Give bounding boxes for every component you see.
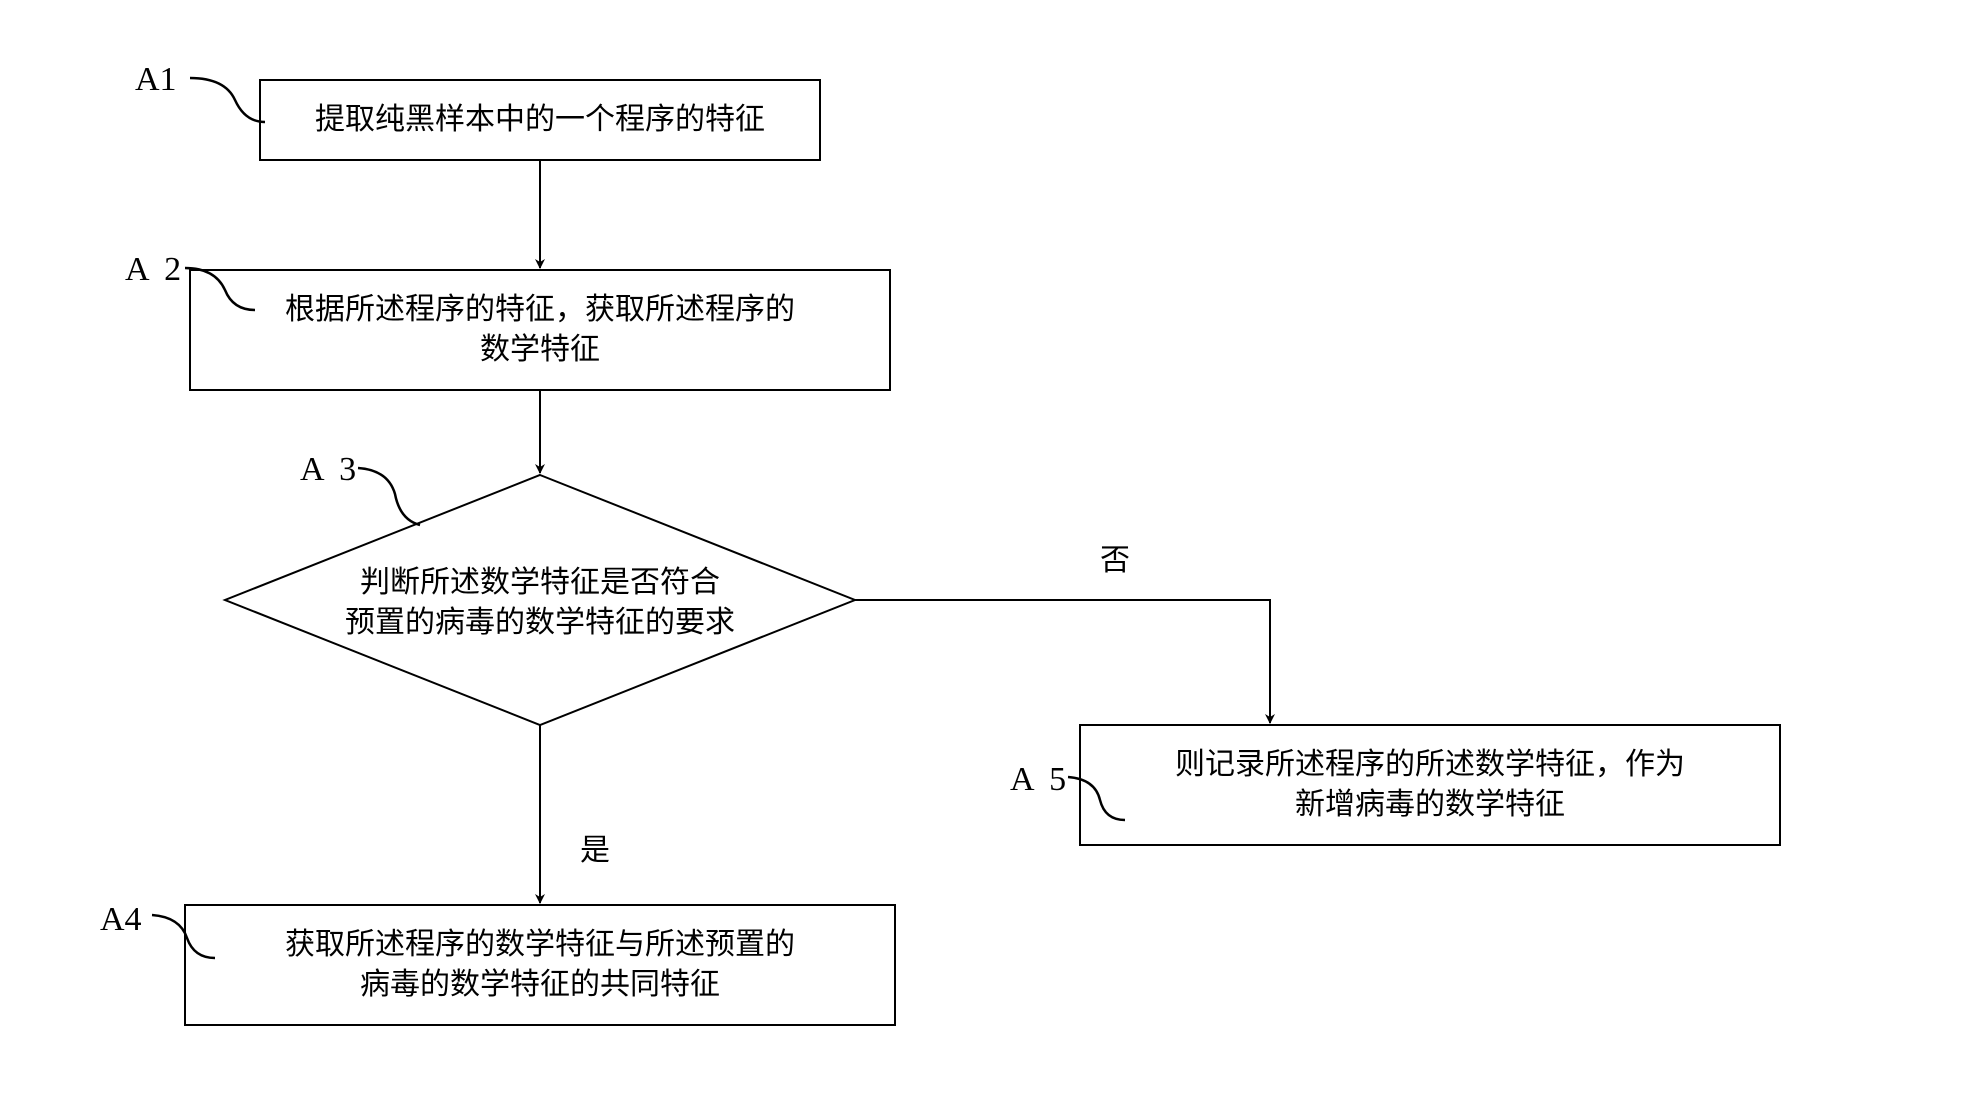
edge-a3-a5 [855, 600, 1270, 723]
node-a1-text: 提取纯黑样本中的一个程序的特征 [315, 103, 765, 136]
node-a3-text-1: 判断所述数学特征是否符合 [360, 566, 720, 599]
node-a3-text-2: 预置的病毒的数学特征的要求 [345, 606, 735, 639]
node-a3: 判断所述数学特征是否符合 预置的病毒的数学特征的要求 [225, 475, 855, 725]
node-a4: 获取所述程序的数学特征与所述预置的 病毒的数学特征的共同特征 [185, 905, 895, 1025]
node-a2-text-1: 根据所述程序的特征，获取所述程序的 [285, 293, 795, 326]
node-a5-text-2: 新增病毒的数学特征 [1295, 788, 1565, 821]
label-a5-text: A 5 [1010, 761, 1070, 798]
label-a1-curve [190, 78, 265, 122]
node-a2-text-2: 数学特征 [480, 333, 600, 366]
node-a2-box [190, 270, 890, 390]
branch-label-no: 否 [1100, 544, 1130, 577]
label-a3: A 3 [300, 451, 420, 525]
flowchart-svg: 提取纯黑样本中的一个程序的特征 A1 根据所述程序的特征，获取所述程序的 数学特… [0, 0, 1972, 1100]
node-a4-text-2: 病毒的数学特征的共同特征 [360, 968, 720, 1001]
node-a5: 则记录所述程序的所述数学特征，作为 新增病毒的数学特征 [1080, 725, 1780, 845]
label-a4-text: A4 [100, 901, 142, 938]
node-a4-text-1: 获取所述程序的数学特征与所述预置的 [285, 928, 795, 961]
node-a4-box [185, 905, 895, 1025]
label-a2-text: A 2 [125, 251, 185, 288]
node-a5-text-1: 则记录所述程序的所述数学特征，作为 [1175, 748, 1685, 781]
node-a1: 提取纯黑样本中的一个程序的特征 [260, 80, 820, 160]
branch-label-yes: 是 [580, 834, 610, 867]
node-a5-box [1080, 725, 1780, 845]
label-a1: A1 [135, 61, 265, 122]
node-a3-diamond [225, 475, 855, 725]
node-a2: 根据所述程序的特征，获取所述程序的 数学特征 [190, 270, 890, 390]
label-a1-text: A1 [135, 61, 177, 98]
label-a3-curve [358, 468, 420, 525]
label-a3-text: A 3 [300, 451, 360, 488]
